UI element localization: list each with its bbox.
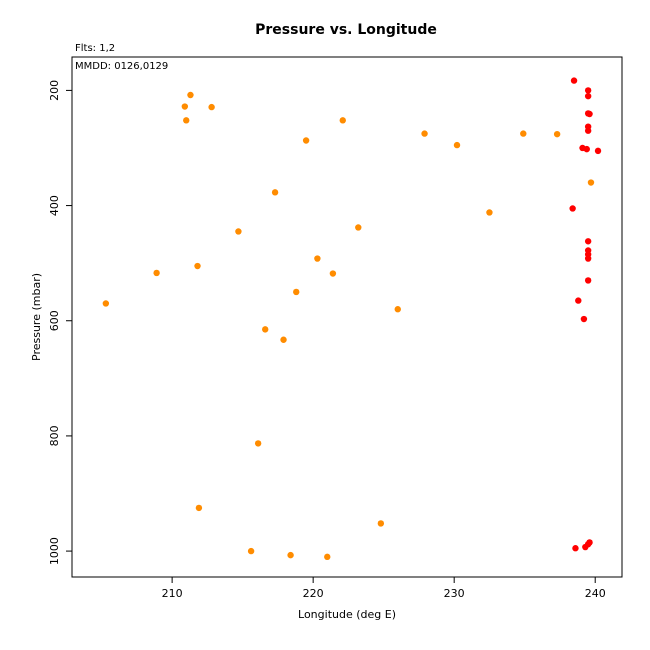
- y-axis: 200 400 600 800 1000: [48, 80, 72, 565]
- data-point: [394, 306, 401, 313]
- data-point: [271, 189, 279, 196]
- data-point: [287, 551, 294, 559]
- data-point: [280, 336, 287, 343]
- data-point: [453, 141, 461, 149]
- data-point: [377, 520, 385, 527]
- data-point: [262, 326, 269, 333]
- plot-frame: [71, 56, 623, 578]
- data-point: [584, 238, 592, 245]
- data-point: [187, 91, 194, 99]
- data-point: [329, 270, 337, 277]
- data-point: [587, 179, 595, 186]
- data-point: [486, 209, 493, 216]
- data-point: [235, 228, 242, 235]
- data-point: [324, 553, 331, 561]
- data-point: [584, 127, 592, 134]
- data-point: [183, 117, 190, 124]
- data-point: [580, 315, 588, 323]
- data-point: [584, 540, 592, 548]
- chart-title: Pressure vs. Longitude: [255, 22, 437, 38]
- data-point: [421, 130, 428, 137]
- data-point: [583, 145, 590, 153]
- data-point: [195, 504, 203, 512]
- data-point: [584, 87, 592, 94]
- data-point: [208, 103, 215, 111]
- flights-annotation: Flts: 1,2: [75, 43, 115, 54]
- data-point: [584, 255, 592, 262]
- data-point: [572, 545, 579, 552]
- x-tick-label: 220: [303, 587, 324, 600]
- data-points: [102, 77, 602, 561]
- x-axis: 210 220 230 240: [162, 577, 606, 600]
- data-point: [254, 440, 262, 447]
- y-tick-label: 1000: [48, 537, 61, 565]
- data-point: [102, 300, 110, 307]
- data-point: [584, 92, 592, 100]
- data-point: [594, 147, 602, 155]
- data-point: [247, 547, 255, 555]
- y-tick-label: 800: [48, 425, 61, 446]
- x-tick-label: 230: [444, 587, 465, 600]
- data-point: [520, 130, 527, 137]
- data-point: [181, 103, 189, 110]
- data-point: [355, 224, 362, 231]
- dates-annotation: MMDD: 0126,0129: [75, 61, 168, 72]
- data-point: [302, 137, 310, 144]
- data-point: [570, 77, 578, 84]
- y-tick-label: 200: [48, 80, 61, 101]
- data-point: [586, 110, 593, 118]
- x-tick-label: 240: [585, 587, 606, 600]
- data-point: [293, 288, 300, 296]
- data-point: [153, 269, 160, 277]
- y-axis-label: Pressure (mbar): [30, 273, 43, 361]
- data-point: [339, 117, 346, 124]
- data-point: [553, 130, 561, 138]
- x-tick-label: 210: [162, 587, 183, 600]
- y-tick-label: 600: [48, 310, 61, 331]
- data-point: [314, 255, 321, 262]
- data-point: [575, 297, 582, 304]
- data-point: [194, 262, 201, 270]
- data-point: [569, 205, 576, 212]
- y-tick-label: 400: [48, 195, 61, 216]
- x-axis-label: Longitude (deg E): [298, 608, 396, 621]
- data-point: [584, 277, 592, 284]
